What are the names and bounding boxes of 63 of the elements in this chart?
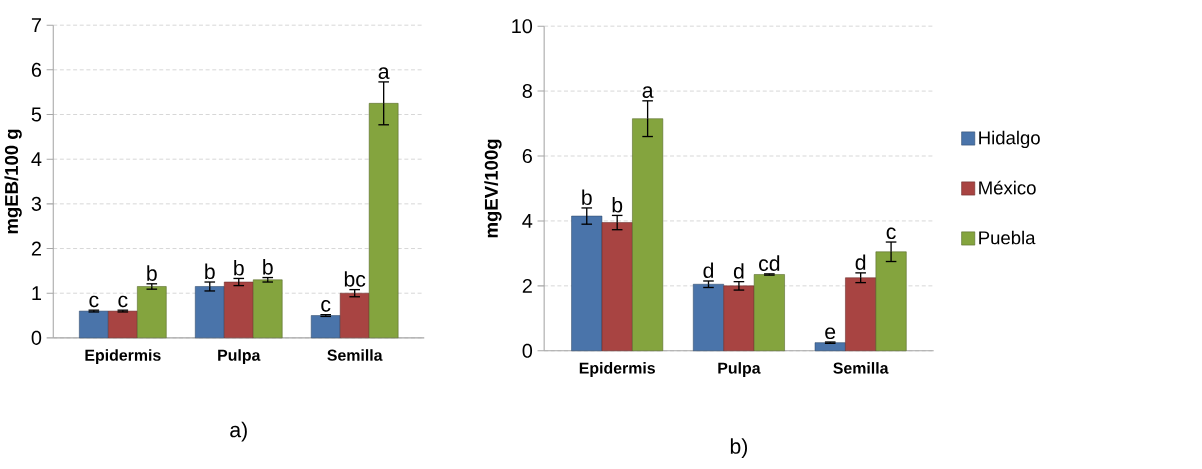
bar [310,315,341,339]
data-label: d [855,254,866,270]
bar [753,274,785,352]
bar [252,279,283,339]
data-label: b [205,263,215,280]
y-tick-label: 6 [522,148,532,164]
y-axis-title: mgEB/100 g [4,129,22,234]
bar [339,292,370,339]
data-label: b [612,196,623,213]
bar [814,342,846,352]
bar [875,251,907,352]
y-tick-label: 3 [31,196,42,211]
y-tick-label: 8 [522,84,532,99]
bar [723,285,755,352]
data-label: bc [344,271,366,287]
text: b) [730,438,748,459]
bar [79,310,109,339]
y-tick-label: 6 [31,62,42,77]
bar [601,222,633,352]
bar [632,118,664,352]
bar [368,103,399,339]
y-tick-label: 5 [31,107,42,122]
y-tick-label: 4 [31,152,42,166]
data-label: e [825,327,836,340]
data-label: b [147,265,157,281]
legend-label: México [979,180,1036,195]
data-label: c [886,227,896,240]
bar [137,286,167,339]
legend-label: Hidalgo [979,130,1040,149]
data-label: a [642,86,654,98]
x-tick-label: Pulpa [718,362,761,377]
legend-label: Puebla [979,230,1036,245]
bar [195,286,225,339]
x-tick-label: Epidermis [85,349,161,364]
bar [223,281,254,339]
data-label: b [263,259,273,275]
text: a) [230,421,247,442]
y-tick-label: 0 [522,343,533,358]
data-label: d [733,263,744,279]
x-tick-label: Epidermis [579,362,655,377]
y-tick-label: 2 [31,241,41,256]
y-tick-label: 1 [32,286,41,301]
data-label: cd [759,255,780,271]
bar [693,283,724,352]
x-tick-label: Pulpa [218,349,261,364]
data-label: b [582,189,592,206]
y-tick-label: 0 [31,330,42,345]
data-label: c [118,295,128,308]
bar [108,310,138,339]
data-label: a [378,67,390,79]
y-tick-label: 7 [31,18,41,32]
y-tick-label: 2 [522,278,532,293]
bar [571,215,603,352]
y-axis-title: mgEV/100g [484,139,502,238]
y-tick-label: 4 [522,214,533,228]
x-tick-label: Semilla [327,349,383,361]
data-label: d [703,262,714,279]
y-tick-label: 10 [512,19,533,34]
data-label: c [321,300,331,312]
bar [845,277,877,352]
data-label: c [89,295,99,308]
data-label: b [234,259,244,276]
x-tick-label: Semilla [833,362,889,374]
